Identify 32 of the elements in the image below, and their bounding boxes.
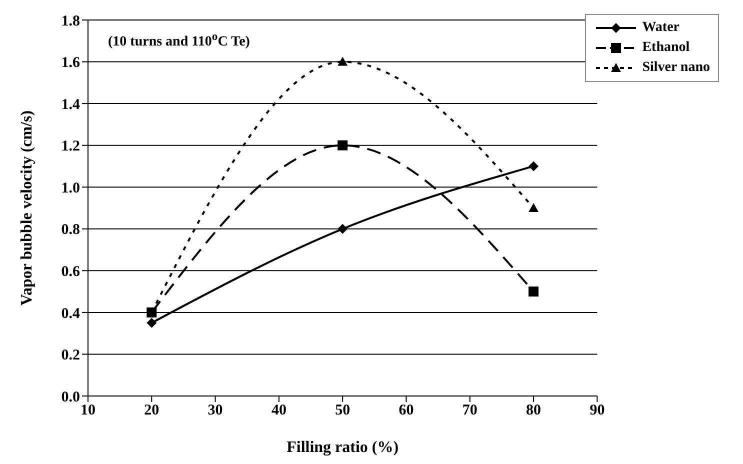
y-tick-label: 1.8 — [61, 13, 80, 30]
point — [528, 161, 539, 172]
x-tick-label: 50 — [335, 402, 350, 419]
legend-label: Water — [642, 20, 680, 36]
y-axis-title: Vapor bubble velocity (cm/s) — [18, 110, 36, 306]
x-tick-label: 80 — [526, 402, 542, 419]
x-tick-label: 40 — [271, 402, 286, 419]
y-tick-label: 0.0 — [61, 389, 80, 406]
x-tick-label: 70 — [462, 402, 478, 419]
y-tick-label: 1.4 — [61, 96, 80, 113]
point — [338, 140, 348, 150]
point — [528, 286, 539, 297]
x-tick-label: 10 — [80, 402, 96, 419]
y-tick-label: 1.2 — [61, 138, 80, 155]
x-tick-label: 20 — [144, 402, 160, 419]
annotation: (10 turns and 110$^{o}$C Te) — [108, 30, 250, 51]
x-tick-label: 30 — [208, 402, 223, 419]
x-axis-title: Filling ratio (%) — [286, 439, 399, 456]
y-tick-label: 0.8 — [61, 222, 80, 238]
y-tick-label: 1.6 — [61, 55, 80, 72]
point — [338, 56, 348, 66]
point — [528, 203, 539, 212]
y-tick-label: 0.2 — [61, 348, 80, 364]
legend-label: Ethanol — [642, 40, 690, 56]
y-tick-label: 1.0 — [61, 180, 80, 196]
legend-label: Silver nano — [642, 60, 710, 76]
point — [146, 318, 157, 328]
x-tick-label: 60 — [398, 402, 414, 419]
x-tick-label: 90 — [590, 402, 605, 419]
y-tick-label: 0.4 — [61, 306, 80, 322]
y-tick-label: 0.6 — [61, 264, 80, 280]
point — [338, 224, 348, 234]
